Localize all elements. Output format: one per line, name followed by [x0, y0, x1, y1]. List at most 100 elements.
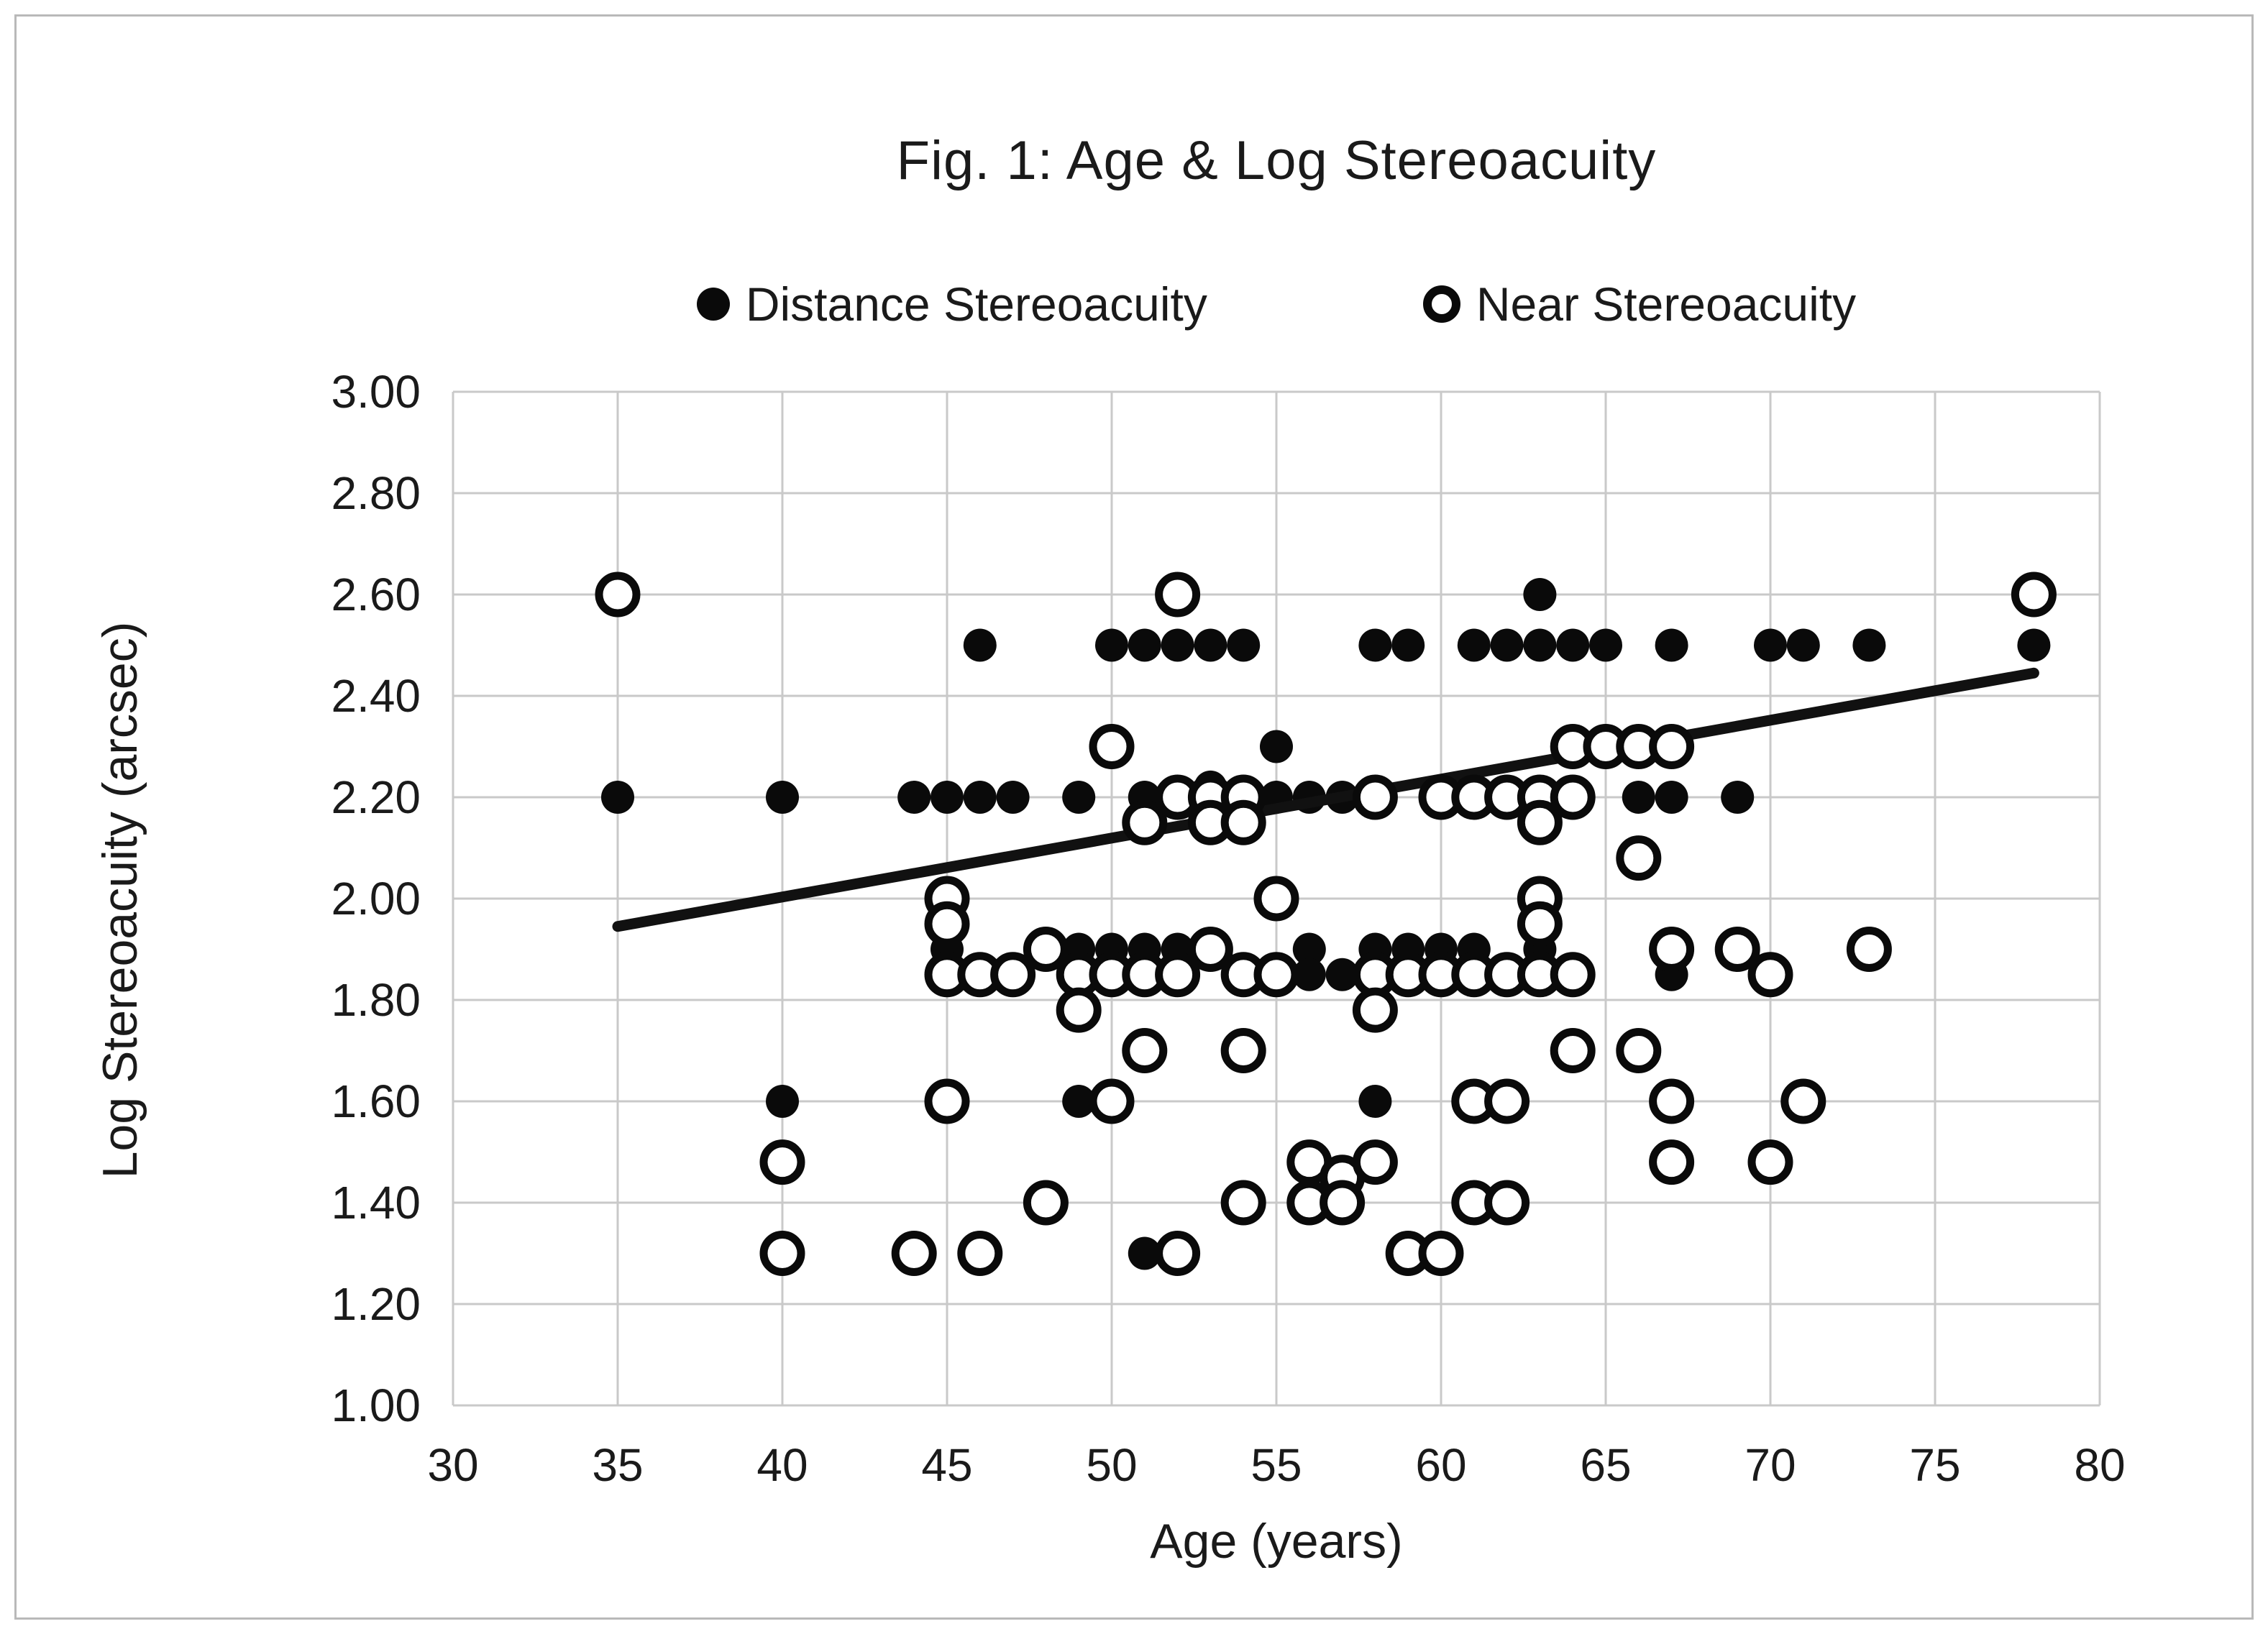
data-point-near: [1155, 1231, 1201, 1276]
data-point-distance: [1391, 628, 1425, 662]
data-point-near: [1352, 987, 1398, 1033]
legend-label-near: Near Stereoacuity: [1476, 277, 1857, 331]
data-point-near: [1089, 724, 1135, 769]
data-point-distance: [1194, 628, 1227, 662]
data-point-distance: [1095, 628, 1128, 662]
data-point-near: [1122, 1028, 1168, 1073]
data-point-near: [1023, 1180, 1069, 1226]
data-point-distance: [1721, 781, 1755, 814]
data-point-near: [759, 1139, 805, 1185]
data-point-near: [1517, 901, 1563, 947]
data-point-distance: [766, 1085, 799, 1118]
data-point-distance: [1292, 958, 1326, 991]
data-point-distance: [1523, 628, 1557, 662]
data-point-near: [891, 1231, 937, 1276]
data-point-near: [1352, 1139, 1398, 1185]
data-point-near: [1220, 799, 1266, 845]
data-point-distance: [1227, 628, 1261, 662]
x-tick-label: 35: [592, 1439, 643, 1491]
data-point-near: [1846, 927, 1892, 972]
y-tick-label: 1.80: [331, 974, 421, 1026]
x-tick-label: 40: [756, 1439, 808, 1491]
data-point-distance: [1062, 1085, 1096, 1118]
data-point-near: [1550, 774, 1596, 820]
x-tick-label: 45: [921, 1439, 972, 1491]
data-point-distance: [1622, 781, 1655, 814]
data-point-distance: [1358, 1085, 1392, 1118]
data-point-near: [1352, 774, 1398, 820]
data-point-distance: [1062, 781, 1096, 814]
filled-circle-marker-icon: [696, 288, 730, 321]
x-tick-label: 75: [1909, 1439, 1960, 1491]
data-point-near: [990, 952, 1036, 998]
y-tick-label: 2.60: [331, 569, 421, 620]
x-tick-label: 70: [1745, 1439, 1796, 1491]
data-point-distance: [1523, 578, 1557, 611]
data-point-distance: [1292, 932, 1326, 966]
data-point-distance: [1325, 958, 1359, 991]
data-point-near: [1649, 927, 1695, 972]
data-point-distance: [1161, 628, 1194, 662]
data-point-near: [1122, 799, 1168, 845]
data-point-near: [1484, 1078, 1530, 1124]
data-point-near: [1253, 876, 1299, 922]
data-point-near: [1517, 799, 1563, 845]
data-point-near: [1220, 1028, 1266, 1073]
data-point-near: [2011, 572, 2057, 618]
data-point-distance: [1128, 628, 1161, 662]
x-tick-label: 50: [1086, 1439, 1137, 1491]
data-point-distance: [1655, 781, 1688, 814]
data-point-distance: [1589, 628, 1622, 662]
data-point-near: [1550, 1028, 1596, 1073]
data-point-near: [1484, 1180, 1530, 1226]
y-tick-label: 3.00: [331, 366, 421, 418]
y-tick-label: 2.80: [331, 467, 421, 519]
data-point-distance: [1260, 730, 1293, 763]
data-point-distance: [1655, 628, 1688, 662]
data-point-near: [1649, 724, 1695, 769]
legend-label-distance: Distance Stereoacuity: [745, 277, 1207, 331]
x-axis-title: Age (years): [1150, 1514, 1403, 1569]
data-point-distance: [1358, 628, 1392, 662]
data-point-distance: [996, 781, 1030, 814]
data-point-near: [1220, 1180, 1266, 1226]
data-point-near: [1616, 1028, 1662, 1073]
legend-item-near: Near Stereoacuity: [1422, 277, 1857, 331]
data-point-near: [1056, 987, 1102, 1033]
data-point-near: [924, 1078, 970, 1124]
data-point-near: [1780, 1078, 1826, 1124]
y-tick-label: 1.20: [331, 1278, 421, 1330]
data-point-distance: [2017, 628, 2051, 662]
data-point-near: [1616, 835, 1662, 881]
data-point-distance: [897, 781, 931, 814]
x-tick-label: 55: [1250, 1439, 1302, 1491]
data-point-distance: [601, 781, 634, 814]
y-tick-label: 1.60: [331, 1075, 421, 1127]
data-point-near: [1320, 1180, 1366, 1226]
data-point-distance: [766, 781, 799, 814]
y-tick-label: 1.40: [331, 1177, 421, 1229]
data-point-distance: [1852, 628, 1886, 662]
x-tick-label: 60: [1415, 1439, 1466, 1491]
data-point-near: [924, 901, 970, 947]
data-point-distance: [1490, 628, 1524, 662]
data-point-near: [1747, 1139, 1793, 1185]
data-point-near: [1253, 952, 1299, 998]
y-tick-label: 2.20: [331, 771, 421, 823]
data-point-near: [1649, 1078, 1695, 1124]
data-point-distance: [963, 781, 997, 814]
legend-item-distance: Distance Stereoacuity: [696, 277, 1207, 331]
data-point-near: [595, 572, 641, 618]
data-point-near: [1187, 927, 1233, 972]
data-point-near: [1089, 1078, 1135, 1124]
data-point-near: [1747, 952, 1793, 998]
y-tick-label: 1.00: [331, 1380, 421, 1431]
data-point-distance: [1128, 1236, 1161, 1270]
data-point-near: [1023, 927, 1069, 972]
trendline: [612, 667, 2039, 932]
data-point-near: [957, 1231, 1003, 1276]
data-point-distance: [930, 781, 964, 814]
legend: Distance Stereoacuity Near Stereoacuity: [453, 277, 2100, 331]
data-point-distance: [963, 628, 997, 662]
